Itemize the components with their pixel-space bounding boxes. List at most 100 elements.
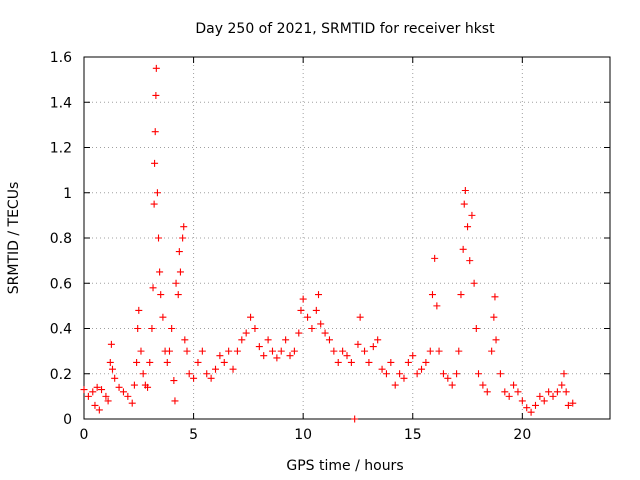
- y-tick-label: 1: [63, 186, 72, 202]
- data-point: [365, 358, 373, 366]
- axis-ticks: 0 5 10 15 20 0 0.2 0.4 0.6 0.8 1 1.2 1.4 1.6: [50, 50, 610, 443]
- data-point: [180, 223, 188, 231]
- grid-lines: [84, 57, 610, 419]
- data-point: [251, 325, 259, 332]
- data-point: [483, 388, 491, 396]
- data-point: [460, 200, 468, 208]
- data-point: [255, 343, 263, 351]
- data-point: [152, 91, 160, 99]
- data-point: [153, 189, 161, 197]
- data-point: [115, 383, 123, 391]
- data-point: [238, 336, 246, 344]
- data-point: [190, 374, 198, 382]
- data-point: [150, 200, 158, 208]
- x-tick-label: 5: [189, 427, 198, 443]
- data-point: [172, 279, 180, 287]
- data-point: [378, 365, 386, 373]
- data-point: [339, 347, 347, 355]
- data-point: [212, 365, 219, 373]
- y-tick-label: 0.2: [50, 367, 72, 383]
- data-point: [391, 381, 399, 389]
- data-point: [151, 159, 159, 167]
- y-tick-label: 0.4: [50, 322, 72, 338]
- data-point: [286, 352, 294, 360]
- data-point: [273, 354, 281, 362]
- data-point: [505, 392, 513, 400]
- data-point: [351, 415, 359, 423]
- data-point: [135, 306, 143, 314]
- data-point: [93, 383, 101, 391]
- x-axis-label: GPS time / hours: [286, 458, 403, 474]
- data-point: [448, 381, 456, 389]
- data-point: [354, 340, 362, 348]
- data-point: [308, 325, 316, 332]
- data-point: [413, 370, 421, 378]
- data-point: [457, 291, 465, 299]
- plot-frame: [83, 56, 611, 420]
- data-point: [146, 358, 154, 366]
- data-point: [400, 374, 408, 382]
- data-point: [220, 358, 228, 366]
- data-point: [80, 386, 88, 394]
- data-point: [149, 284, 157, 292]
- data-point: [468, 211, 476, 219]
- x-tick-label: 10: [294, 427, 312, 443]
- data-point: [444, 374, 452, 382]
- data-point: [334, 358, 342, 366]
- data-point: [297, 306, 305, 314]
- data-point: [569, 399, 577, 407]
- data-point: [176, 268, 184, 276]
- data-point: [151, 128, 159, 136]
- data-point: [347, 358, 355, 366]
- data-point: [464, 223, 472, 231]
- data-point: [295, 329, 303, 337]
- data-point: [492, 336, 500, 344]
- data-point: [531, 401, 539, 409]
- data-point: [369, 343, 377, 351]
- data-point: [422, 358, 430, 366]
- x-tick-label: 0: [80, 427, 89, 443]
- data-point: [108, 365, 116, 373]
- data-point: [148, 325, 156, 332]
- data-point: [207, 374, 215, 382]
- data-point: [139, 370, 147, 378]
- data-point: [194, 358, 202, 366]
- data-point: [130, 381, 138, 389]
- data-point: [119, 388, 127, 396]
- data-point: [564, 401, 572, 409]
- data-point: [435, 347, 443, 355]
- data-point: [428, 291, 436, 299]
- data-point: [91, 401, 99, 409]
- data-point: [488, 347, 496, 355]
- data-point: [523, 404, 531, 412]
- data-point: [510, 381, 518, 389]
- data-point: [144, 383, 152, 391]
- data-point: [418, 365, 426, 373]
- data-point: [198, 347, 206, 355]
- data-point: [216, 352, 224, 360]
- data-point: [527, 408, 535, 416]
- x-tick-label: 15: [404, 427, 422, 443]
- data-point: [137, 347, 145, 355]
- data-point: [558, 381, 566, 389]
- data-point: [185, 370, 193, 378]
- data-point: [171, 397, 179, 405]
- y-tick-label: 1.6: [50, 50, 72, 66]
- data-point: [233, 347, 241, 355]
- data-point: [501, 388, 509, 396]
- data-point: [560, 370, 568, 378]
- data-point: [472, 325, 480, 332]
- data-points: [80, 64, 577, 423]
- data-point: [282, 336, 290, 344]
- data-point: [170, 377, 178, 385]
- data-point: [304, 313, 312, 321]
- data-point: [312, 306, 320, 314]
- data-point: [321, 329, 329, 337]
- y-tick-label: 1.4: [50, 95, 72, 111]
- data-point: [396, 370, 404, 378]
- data-point: [225, 347, 233, 355]
- data-point: [518, 397, 526, 405]
- data-point: [183, 347, 191, 355]
- data-point: [387, 358, 395, 366]
- data-point: [439, 370, 447, 378]
